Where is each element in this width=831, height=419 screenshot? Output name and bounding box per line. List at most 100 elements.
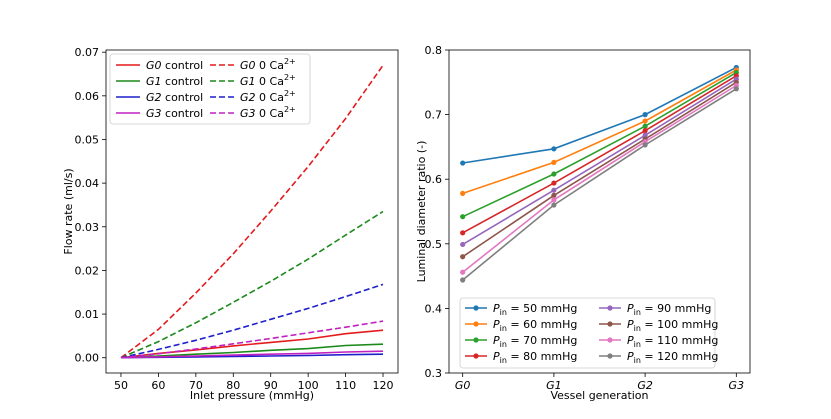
y-tick-label: 0.05	[75, 133, 100, 146]
data-point	[460, 254, 466, 260]
legend-marker	[473, 321, 479, 327]
legend-label: Pin = 80 mmHg	[493, 350, 577, 365]
data-point	[460, 241, 466, 248]
legend-label: G1 control	[146, 75, 203, 88]
x-axis-label: Vessel generation	[550, 389, 648, 402]
legend-marker	[607, 321, 613, 327]
x-tick-label: 120	[373, 379, 394, 392]
legend-text: control	[162, 59, 204, 72]
legend-marker	[607, 305, 613, 311]
plot-frame	[105, 49, 399, 374]
legend-prefix: P	[493, 334, 500, 347]
data-point	[642, 112, 648, 118]
legend-item: Pin = 60 mmHg	[465, 318, 577, 333]
data-point	[733, 86, 739, 92]
data-point	[460, 160, 466, 166]
legend-prefix-sub: in	[634, 308, 641, 317]
legend-prefix: P	[627, 334, 634, 347]
series-line	[462, 71, 737, 218]
legend-text: control	[162, 107, 204, 120]
legend-item: Pin = 70 mmHg	[465, 334, 577, 349]
legend-text: 0 Ca	[256, 91, 284, 104]
data-point	[460, 190, 466, 197]
y-tick-label: 0.8	[425, 44, 443, 57]
x-tick-label: 60	[151, 379, 165, 392]
legend-item: Pin = 90 mmHg	[599, 302, 711, 317]
series-line-g1-control	[120, 343, 384, 359]
series-line-g0-control	[120, 329, 384, 359]
y-tick-label: 0.02	[75, 264, 100, 277]
legend-prefix-sub: in	[500, 356, 507, 365]
series-line-g3-0ca	[120, 320, 384, 359]
legend-label: G2 0 Ca2+	[240, 89, 296, 104]
legend-text: = 50 mmHg	[507, 302, 577, 315]
y-tick-label: 0.5	[425, 238, 443, 251]
legend-item: G3 0 Ca2+	[210, 105, 296, 120]
series-line	[462, 81, 737, 258]
legend-label: G2 control	[146, 91, 203, 104]
legend-label: Pin = 60 mmHg	[493, 318, 577, 333]
legend-marker	[473, 337, 479, 343]
y-tick-label: 0.06	[75, 90, 100, 103]
legend-box	[109, 53, 311, 125]
legend-item: Pin = 120 mmHg	[599, 350, 718, 365]
y-tick-label: 0.4	[425, 302, 443, 315]
y-tick-label: 0.07	[75, 46, 100, 59]
legend-prefix-sub: in	[634, 340, 641, 349]
data-point	[551, 180, 557, 186]
series-line-g2-0ca	[120, 283, 384, 359]
legend-marker	[607, 353, 613, 359]
data-point	[642, 132, 648, 138]
diameter-ratio-chart: G0 G1 G2 G3 0.3 0.4 0.5 0.6 0.7 0.8 Vessel generat…	[415, 44, 751, 402]
legend-label: Pin = 120 mmHg	[627, 350, 718, 365]
data-point	[460, 214, 466, 220]
legend-prefix-sub: in	[500, 308, 507, 317]
legend-item: G0 0 Ca2+	[210, 57, 296, 72]
legend-text: = 60 mmHg	[507, 318, 577, 331]
legend-text: 0 Ca	[256, 59, 284, 72]
legend-item: Pin = 110 mmHg	[599, 334, 718, 349]
series-line	[462, 75, 737, 234]
series-line	[462, 66, 737, 164]
plot-frame	[448, 49, 751, 374]
legend-label: G1 0 Ca2+	[240, 73, 296, 88]
legend-item: G2 0 Ca2+	[210, 89, 296, 104]
legend-label: G3 control	[146, 107, 203, 120]
data-point	[551, 202, 557, 208]
x-tick-label: G0	[455, 379, 471, 392]
x-tick-label: 70	[189, 379, 203, 392]
legend-item: Pin = 50 mmHg	[465, 302, 577, 317]
legend-prefix: P	[493, 318, 500, 331]
legend-gen: G1	[146, 75, 162, 88]
data-point	[551, 171, 557, 177]
legend-text: = 120 mmHg	[641, 350, 718, 363]
legend-label: Pin = 70 mmHg	[493, 334, 577, 349]
data-point	[460, 269, 466, 275]
legend-label: Pin = 50 mmHg	[493, 302, 577, 317]
legend-item: G3 control	[116, 107, 203, 120]
y-tick-label: 0.04	[75, 177, 100, 190]
legend-marker	[473, 305, 479, 311]
y-tick-label: 0.01	[75, 308, 100, 321]
series-line	[462, 88, 737, 281]
legend-prefix: P	[493, 302, 500, 315]
data-point	[551, 146, 557, 152]
x-tick-label: 110	[335, 379, 356, 392]
series-line	[462, 78, 737, 246]
legend-box	[459, 297, 716, 369]
y-tick-label: 0.3	[425, 367, 443, 380]
legend-sup: 2+	[284, 73, 296, 82]
legend-text: control	[162, 91, 204, 104]
legend-gen: G0	[146, 59, 162, 72]
legend-prefix-sub: in	[634, 356, 641, 365]
data-point	[551, 197, 557, 203]
data-point	[642, 118, 648, 124]
legend-item: Pin = 80 mmHg	[465, 350, 577, 365]
legend-text: control	[162, 75, 204, 88]
legend-text: = 80 mmHg	[507, 350, 577, 363]
series-line-g3-control	[120, 350, 384, 359]
data-point	[642, 128, 648, 134]
